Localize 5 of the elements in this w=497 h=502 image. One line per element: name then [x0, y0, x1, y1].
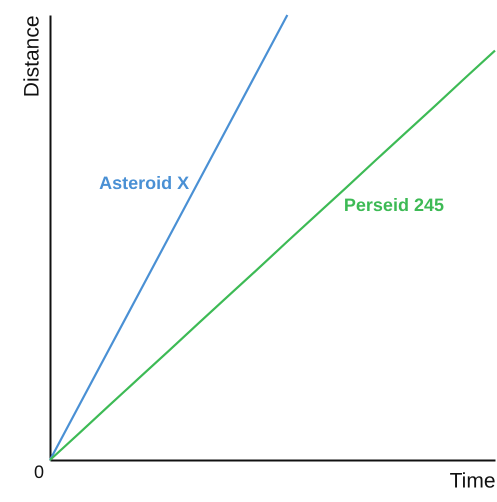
series-label: Perseid 245 [344, 195, 444, 216]
x-axis-title: Time [450, 470, 496, 492]
y-axis-title: Distance [20, 16, 44, 98]
text: 0 [34, 462, 44, 482]
series-label: Asteroid X [99, 173, 190, 194]
